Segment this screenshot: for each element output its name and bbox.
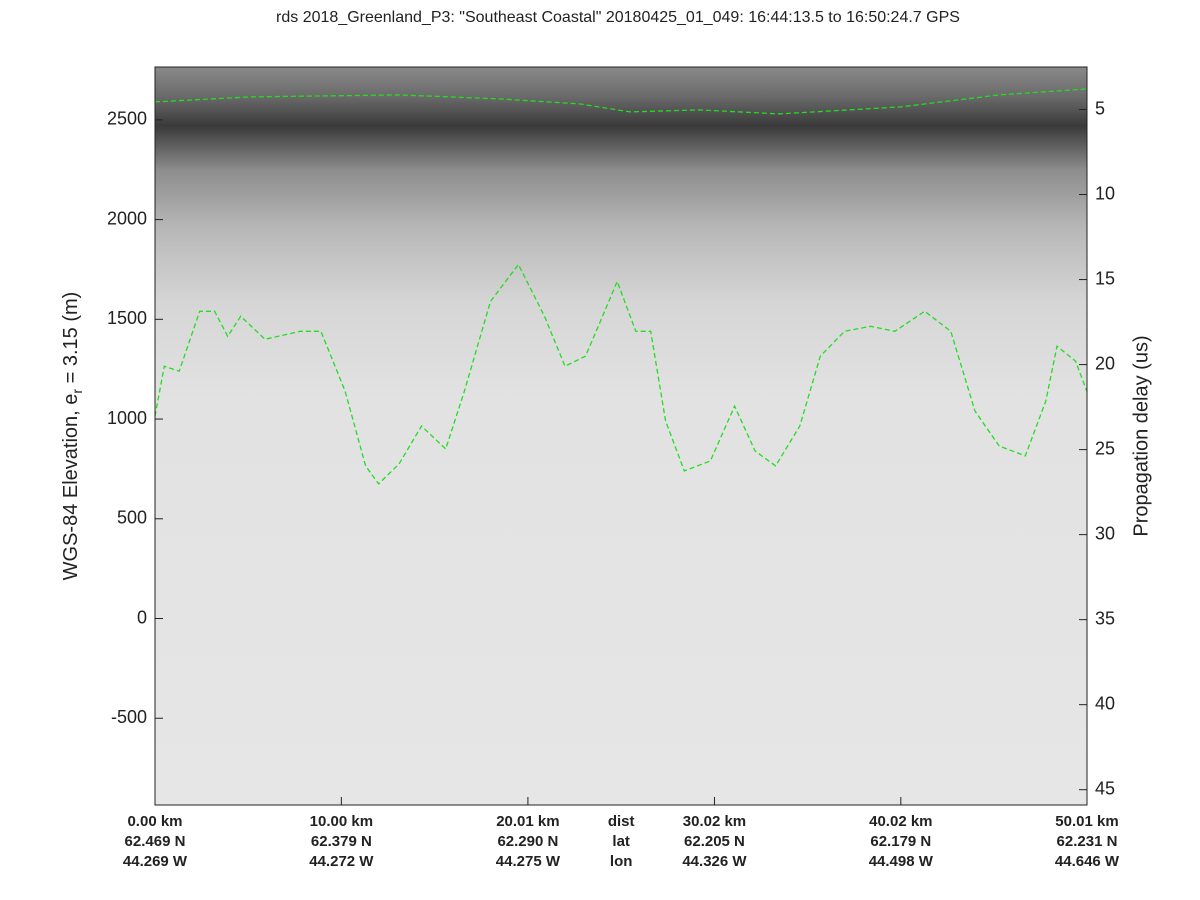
y2-tick-label: 30 <box>1095 523 1115 543</box>
y-tick-label: 2500 <box>107 109 147 129</box>
trace-line <box>154 88 1087 115</box>
lat-label: 62.379 N <box>311 833 372 850</box>
y-axis-label: WGS-84 Elevation, er = 3.15 (m) <box>60 292 84 581</box>
y2-tick-label: 25 <box>1095 438 1115 458</box>
x-tick-label: 10.00 km <box>310 813 373 830</box>
lat-label: 62.179 N <box>870 833 931 850</box>
y2-tick-label: 20 <box>1095 353 1115 373</box>
lon-label: 44.498 W <box>869 853 934 870</box>
y-label-sub: r <box>69 389 85 394</box>
row-name: lon <box>610 853 633 870</box>
y2-tick-label: 35 <box>1095 608 1115 628</box>
y2-tick-label: 45 <box>1095 778 1115 798</box>
row-name: lat <box>612 833 630 850</box>
y-label-main: WGS-84 Elevation, e <box>60 394 82 581</box>
y2-axis-label: Propagation delay (us) <box>1130 335 1152 536</box>
row-name: dist <box>608 813 635 830</box>
y-tick-label: 500 <box>117 508 147 528</box>
y-tick-label: 0 <box>137 607 147 627</box>
y-tick-label: -500 <box>111 707 147 727</box>
lon-label: 44.272 W <box>309 853 374 870</box>
x-tick-label: 0.00 km <box>127 813 182 830</box>
lon-label: 44.326 W <box>682 853 747 870</box>
lon-label: 44.646 W <box>1055 853 1120 870</box>
x-tick-label: 40.02 km <box>869 813 932 830</box>
lat-label: 62.469 N <box>125 833 186 850</box>
y-label-rest: = 3.15 (m) <box>60 292 82 389</box>
x-tick-label: 30.02 km <box>683 813 746 830</box>
trace-line <box>154 263 1088 485</box>
lat-label: 62.231 N <box>1057 833 1118 850</box>
y2-tick-label: 40 <box>1095 693 1115 713</box>
y-tick-label: 2000 <box>107 208 147 228</box>
y-tick-label: 1500 <box>107 308 147 328</box>
y2-tick-label: 10 <box>1095 183 1115 203</box>
lon-label: 44.269 W <box>123 853 188 870</box>
lat-label: 62.290 N <box>497 833 558 850</box>
y2-tick-label: 5 <box>1095 98 1105 118</box>
x-tick-label: 20.01 km <box>496 813 559 830</box>
y2-tick-label: 15 <box>1095 268 1115 288</box>
lat-label: 62.205 N <box>684 833 745 850</box>
chart-title: rds 2018_Greenland_P3: "Southeast Coasta… <box>276 9 960 26</box>
y-tick-label: 1000 <box>107 408 147 428</box>
echogram <box>155 67 1087 805</box>
plot-frame <box>154 66 1088 806</box>
lon-label: 44.275 W <box>496 853 561 870</box>
x-tick-label: 50.01 km <box>1055 813 1118 830</box>
